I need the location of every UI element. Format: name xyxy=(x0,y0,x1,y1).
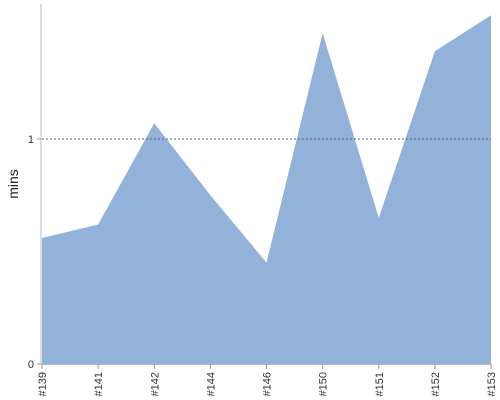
x-tick-label-153: #153 xyxy=(486,372,498,396)
area-series xyxy=(42,15,491,364)
labels-layer: 0 1 #139 #141 #142 #144 #146 #150 #151 #152 #153 mi… xyxy=(5,134,498,396)
x-tick-label-150: #150 xyxy=(318,372,330,396)
axes-layer xyxy=(37,4,492,369)
x-tick-label-139: #139 xyxy=(37,372,49,396)
x-tick-label-141: #141 xyxy=(93,372,105,396)
y-tick-label-0: 0 xyxy=(28,359,34,371)
x-tick-label-146: #146 xyxy=(262,372,274,396)
x-tick-label-152: #152 xyxy=(430,372,442,396)
x-tick-label-151: #151 xyxy=(374,372,386,396)
plot-layer xyxy=(42,15,491,364)
x-tick-label-144: #144 xyxy=(205,372,217,396)
y-axis-title: mins xyxy=(5,169,21,199)
y-tick-label-1: 1 xyxy=(28,134,34,146)
x-tick-label-142: #142 xyxy=(149,372,161,396)
